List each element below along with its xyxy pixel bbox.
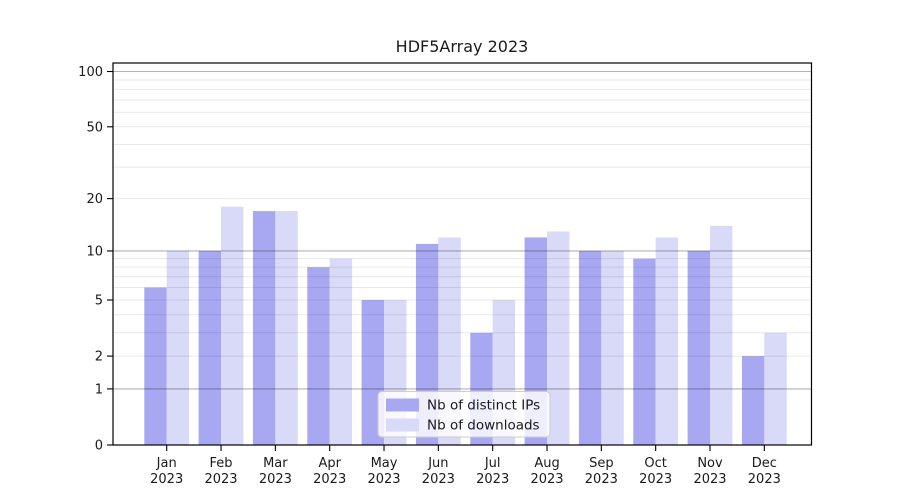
bar-nb-of-distinct-ips-apr-2023 bbox=[307, 267, 330, 445]
axes-layer: 0 1 2 5 10 20 50 100 Jan 2023 Feb 2023 Mar 2023 Apr 202… bbox=[78, 62, 813, 487]
x-tick-label-oct: Oct 2023 bbox=[639, 456, 672, 487]
legend-box bbox=[377, 391, 551, 438]
x-tick-label-nov: Nov 2023 bbox=[693, 456, 726, 487]
legend-label-downloads: Nb of downloads bbox=[427, 418, 540, 434]
x-tick-label-jul: Jul 2023 bbox=[476, 456, 509, 487]
y-tick-label-20: 20 bbox=[86, 192, 103, 207]
x-tick-label-may: May 2023 bbox=[367, 456, 400, 487]
legend: Nb of distinct IPs Nb of downloads bbox=[377, 391, 551, 438]
bar-nb-of-downloads-jan-2023 bbox=[166, 250, 190, 445]
x-tick-label-jun: Jun 2023 bbox=[422, 456, 455, 487]
plot-border bbox=[112, 62, 813, 446]
bar-nb-of-downloads-dec-2023 bbox=[764, 332, 787, 445]
y-tick-label-2: 2 bbox=[95, 350, 103, 365]
x-tick-label-apr: Apr 2023 bbox=[313, 456, 346, 487]
bar-nb-of-distinct-ips-oct-2023 bbox=[633, 258, 656, 445]
bar-nb-of-downloads-mar-2023 bbox=[275, 211, 298, 445]
bar-nb-of-distinct-ips-jan-2023 bbox=[144, 287, 167, 445]
bar-nb-of-distinct-ips-dec-2023 bbox=[741, 356, 765, 445]
y-tick-label-50: 50 bbox=[86, 120, 103, 135]
bar-nb-of-downloads-aug-2023 bbox=[547, 231, 570, 445]
bar-nb-of-distinct-ips-mar-2023 bbox=[252, 211, 276, 445]
x-tick-label-feb: Feb 2023 bbox=[204, 456, 237, 487]
y-tick-label-100: 100 bbox=[78, 65, 103, 80]
x-tick-label-dec: Dec 2023 bbox=[748, 456, 781, 487]
y-tick-label-0: 0 bbox=[95, 439, 103, 454]
bar-nb-of-distinct-ips-feb-2023 bbox=[198, 250, 222, 445]
legend-swatch-downloads bbox=[386, 418, 419, 432]
y-tick-label-10: 10 bbox=[86, 244, 103, 259]
y-tick-label-1: 1 bbox=[95, 382, 103, 397]
y-tick-label-5: 5 bbox=[95, 293, 103, 308]
x-tick-label-mar: Mar 2023 bbox=[259, 456, 292, 487]
x-tick-label-jan: Jan 2023 bbox=[150, 456, 183, 487]
chart-title: HDF5Array 2023 bbox=[396, 37, 529, 56]
gridlines-layer bbox=[113, 70, 812, 390]
bar-nb-of-distinct-ips-sep-2023 bbox=[578, 250, 602, 445]
bar-nb-of-downloads-feb-2023 bbox=[221, 206, 244, 445]
x-tick-label-sep: Sep 2023 bbox=[585, 456, 618, 487]
bar-nb-of-distinct-ips-nov-2023 bbox=[687, 250, 710, 445]
x-tick-label-aug: Aug 2023 bbox=[530, 456, 563, 487]
legend-swatch-distinct-ips bbox=[386, 398, 419, 412]
bar-nb-of-downloads-sep-2023 bbox=[601, 250, 624, 445]
legend-label-distinct-ips: Nb of distinct IPs bbox=[427, 398, 540, 414]
bar-nb-of-downloads-nov-2023 bbox=[710, 225, 733, 445]
bar-nb-of-downloads-oct-2023 bbox=[655, 237, 679, 445]
bar-nb-of-downloads-apr-2023 bbox=[329, 258, 353, 445]
